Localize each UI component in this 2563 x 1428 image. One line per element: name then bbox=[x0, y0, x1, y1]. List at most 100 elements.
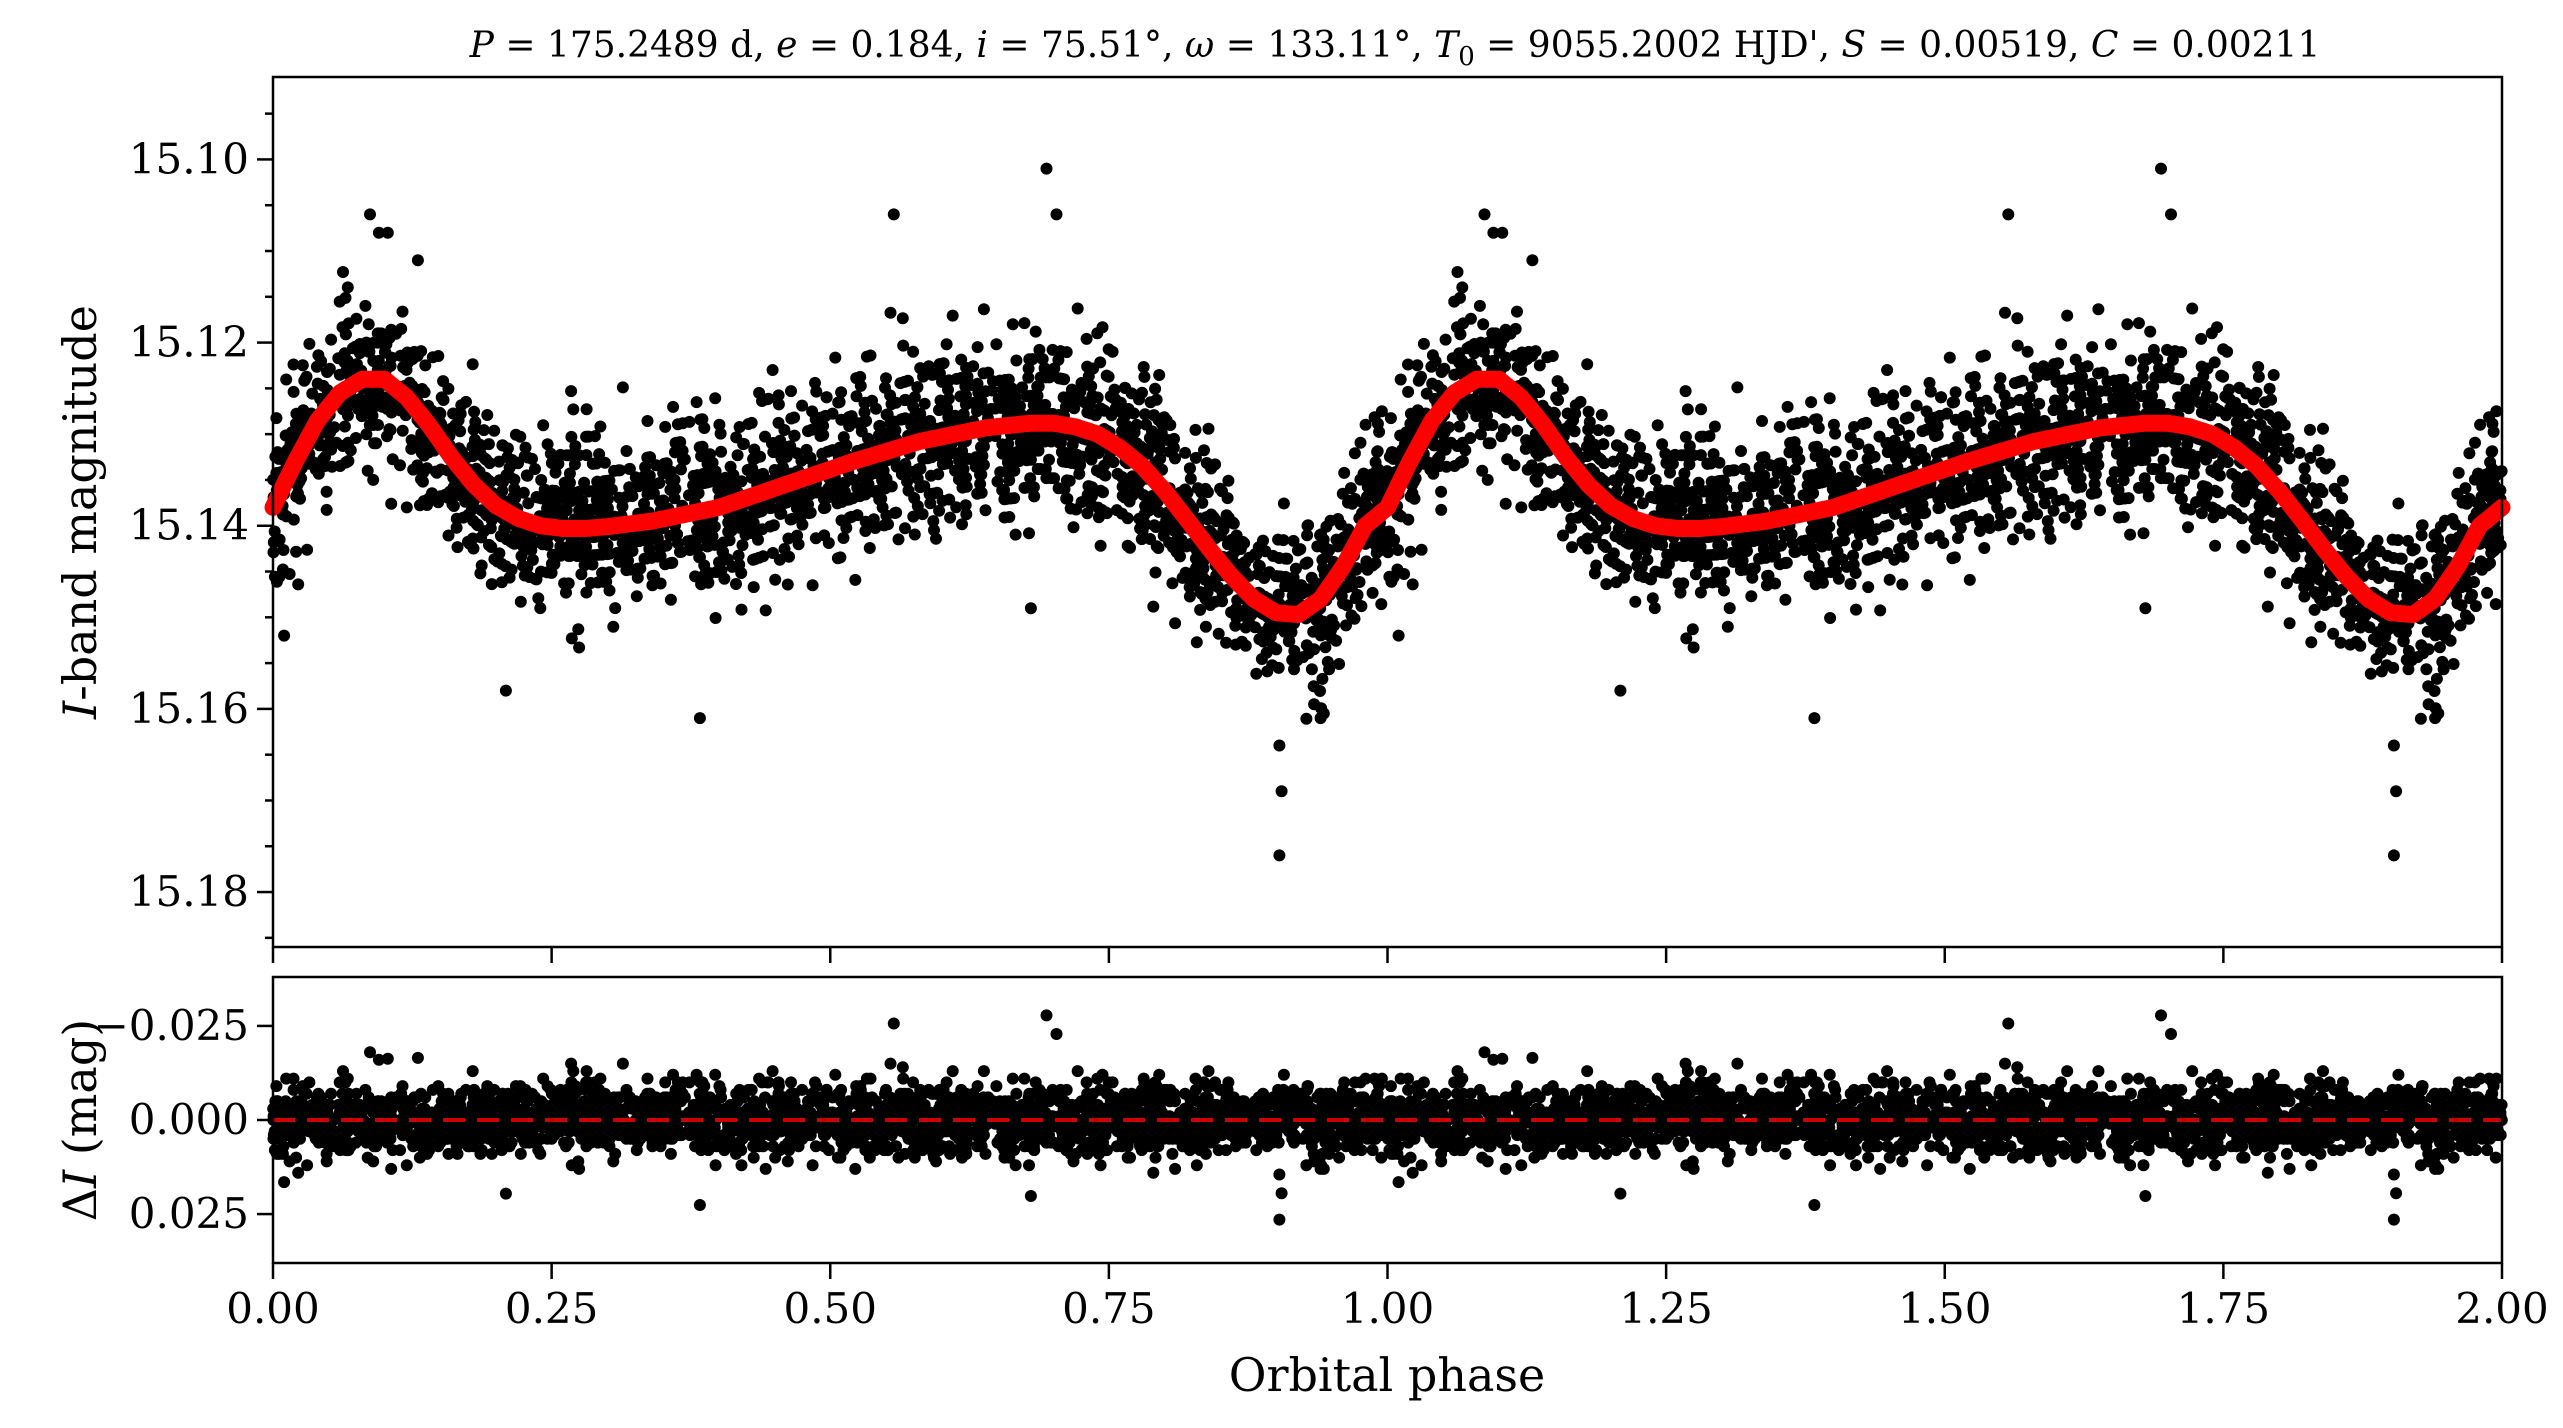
photometry-point bbox=[297, 404, 310, 417]
photometry-point bbox=[1773, 420, 1786, 433]
photometry-point bbox=[772, 389, 785, 402]
photometry-point bbox=[454, 407, 467, 420]
photometry-point bbox=[772, 398, 785, 411]
photometry-point bbox=[2238, 541, 2251, 554]
photometry-point bbox=[908, 528, 921, 541]
photometry-point bbox=[283, 568, 296, 580]
photometry-point bbox=[875, 492, 888, 505]
photometry-point bbox=[1018, 317, 1031, 330]
photometry-point bbox=[1035, 371, 1048, 384]
photometry-point bbox=[1239, 639, 1252, 652]
photometry-point bbox=[2061, 309, 2074, 322]
photometry-point bbox=[1761, 478, 1774, 491]
photometry-point bbox=[859, 515, 872, 528]
photometry-point bbox=[442, 529, 455, 542]
photometry-point bbox=[1229, 638, 1242, 651]
photometry-point bbox=[1779, 593, 1792, 606]
photometry-point bbox=[289, 417, 302, 430]
photometry-point bbox=[322, 428, 335, 441]
photometry-point bbox=[1253, 633, 1266, 646]
photometry-point bbox=[959, 389, 972, 402]
photometry-point bbox=[401, 346, 414, 359]
photometry-point bbox=[1071, 302, 1084, 315]
photometry-point bbox=[1102, 453, 1115, 466]
photometry-point bbox=[1074, 385, 1087, 398]
photometry-point bbox=[2280, 577, 2293, 590]
photometry-point bbox=[359, 400, 372, 413]
photometry-point bbox=[1266, 659, 1279, 672]
photometry-point bbox=[1551, 375, 1564, 388]
photometry-point bbox=[1420, 387, 1433, 400]
photometry-point bbox=[917, 370, 930, 383]
photometry-point bbox=[1808, 551, 1821, 564]
photometry-point bbox=[2011, 413, 2024, 425]
photometry-point bbox=[2011, 312, 2024, 325]
photometry-point bbox=[1243, 551, 1256, 564]
photometry-point bbox=[1198, 444, 1210, 457]
photometry-point bbox=[1152, 542, 1165, 554]
photometry-point bbox=[704, 448, 716, 461]
photometry-point bbox=[1692, 476, 1705, 489]
photometry-point bbox=[2308, 603, 2321, 616]
photometry-point bbox=[372, 226, 385, 239]
photometry-point bbox=[1636, 469, 1648, 482]
photometry-point bbox=[1402, 358, 1414, 371]
photometry-point bbox=[1348, 447, 1361, 460]
photometry-point bbox=[522, 497, 535, 510]
photometry-point bbox=[2436, 655, 2449, 668]
photometry-point bbox=[933, 404, 946, 416]
photometry-point bbox=[2366, 568, 2379, 581]
photometry-point bbox=[713, 418, 726, 431]
photometry-point bbox=[323, 362, 336, 375]
title-t-val: = 9055.2002 HJD', bbox=[1475, 25, 1842, 66]
photometry-point bbox=[565, 632, 578, 645]
photometry-point bbox=[1878, 520, 1891, 533]
photometry-point bbox=[1585, 445, 1598, 457]
photometry-point bbox=[535, 474, 548, 486]
photometry-point bbox=[2460, 580, 2473, 593]
photometry-point bbox=[2053, 375, 2066, 388]
photometry-point bbox=[866, 394, 878, 407]
photometry-point bbox=[319, 451, 331, 464]
photometry-point bbox=[884, 306, 897, 319]
photometry-point bbox=[2035, 452, 2048, 465]
title-w-sym: ω bbox=[1185, 25, 1214, 66]
photometry-point bbox=[1002, 456, 1014, 469]
photometry-point bbox=[928, 524, 940, 537]
photometry-point bbox=[2204, 409, 2217, 422]
photometry-point bbox=[2420, 571, 2433, 584]
photometry-point bbox=[620, 536, 633, 549]
photometry-point bbox=[2316, 513, 2329, 526]
photometry-point bbox=[1305, 663, 1318, 676]
photometry-point bbox=[1856, 418, 1869, 430]
photometry-point bbox=[1061, 492, 1074, 505]
photometry-point bbox=[353, 347, 366, 360]
photometry-point bbox=[2233, 381, 2246, 394]
photometry-point bbox=[1151, 431, 1164, 444]
photometry-point bbox=[1552, 394, 1564, 406]
photometry-point bbox=[1470, 409, 1483, 422]
photometry-point bbox=[2440, 631, 2453, 644]
photometry-point bbox=[1718, 584, 1730, 597]
photometry-point bbox=[1680, 485, 1692, 498]
photometry-point bbox=[641, 488, 654, 501]
photometry-point bbox=[1316, 672, 1329, 685]
photometry-point bbox=[483, 539, 496, 552]
photometry-point bbox=[991, 475, 1004, 488]
photometry-point bbox=[1340, 619, 1352, 632]
photometry-point bbox=[942, 411, 955, 424]
photometry-point bbox=[671, 528, 684, 541]
photometry-point bbox=[562, 540, 575, 553]
photometry-point bbox=[882, 518, 894, 531]
photometry-point bbox=[1366, 559, 1379, 572]
photometry-point bbox=[1987, 420, 2000, 433]
photometry-point bbox=[1529, 473, 1542, 486]
photometry-point bbox=[325, 333, 338, 346]
photometry-point bbox=[1791, 417, 1804, 430]
photometry-point bbox=[573, 495, 586, 507]
photometry-point bbox=[987, 375, 999, 388]
photometry-point bbox=[498, 522, 511, 535]
photometry-point bbox=[565, 430, 578, 443]
photometry-point bbox=[597, 575, 610, 588]
photometry-point bbox=[2110, 447, 2123, 460]
